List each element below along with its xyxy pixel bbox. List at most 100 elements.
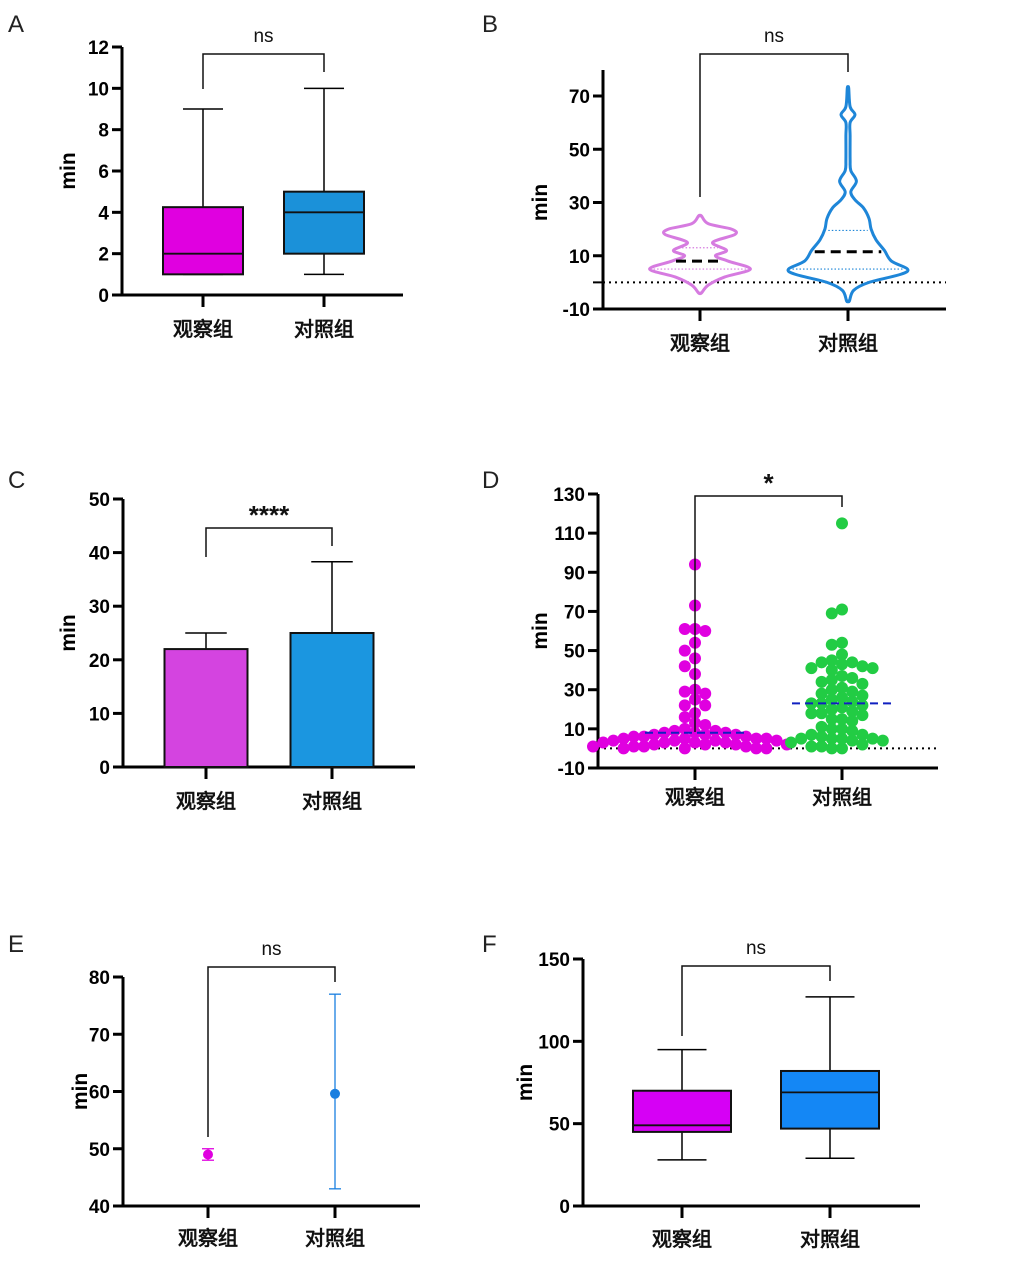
data-point — [805, 707, 818, 720]
significance-bracket: ns — [681, 938, 831, 1036]
data-point — [699, 625, 712, 637]
data-point — [770, 734, 783, 747]
data-point — [836, 742, 848, 755]
y-tick-label: 30 — [89, 597, 110, 618]
data-point — [597, 736, 610, 749]
data-point — [699, 728, 712, 741]
y-tick-label: 4 — [98, 203, 109, 224]
data-point — [825, 722, 838, 735]
data-point — [856, 660, 869, 673]
significance-bracket: ns — [699, 26, 849, 197]
y-tick-label: 70 — [89, 1025, 110, 1046]
x-category-label: 观察组 — [665, 785, 725, 809]
bracket-line — [207, 966, 336, 1137]
data-point — [729, 738, 742, 751]
data-point — [836, 691, 848, 704]
panel-f: F 0 50 100 150 min 观察组 对照组 ns — [482, 931, 920, 1251]
data-point — [699, 738, 712, 751]
data-point — [866, 662, 879, 675]
y-axis-title: min — [57, 152, 80, 189]
panel-label: B — [482, 11, 498, 38]
data-point — [795, 732, 808, 745]
y-tick-label: 10 — [569, 247, 590, 268]
y-tick-label: 150 — [538, 950, 570, 971]
significance-label: ns — [253, 26, 273, 47]
bracket-line — [681, 965, 831, 1036]
data-point — [856, 728, 869, 741]
y-tick-label: 70 — [569, 87, 590, 108]
data-point — [709, 734, 722, 747]
y-tick-label: 40 — [89, 544, 110, 565]
y-tick-label: 0 — [559, 1197, 570, 1218]
y-tick-label: 40 — [89, 1197, 110, 1218]
data-point — [825, 683, 838, 696]
x-category-label: 观察组 — [178, 1226, 238, 1250]
data-point — [627, 730, 640, 743]
bracket-line — [202, 53, 325, 89]
x-category-label: 对照组 — [812, 785, 872, 809]
y-tick-label: 60 — [89, 1083, 110, 1104]
panel-label: E — [8, 931, 24, 958]
x-category-label: 对照组 — [800, 1227, 860, 1251]
data-point — [750, 732, 763, 745]
data-point — [678, 699, 691, 712]
y-tick-label: 130 — [553, 485, 585, 506]
data-point — [836, 603, 848, 616]
data-point — [719, 736, 732, 749]
y-tick-label: 50 — [569, 140, 590, 161]
x-category-label: 对照组 — [818, 331, 878, 355]
data-point — [836, 517, 848, 530]
y-tick-label: -10 — [558, 759, 585, 780]
panel-e: E 40 50 60 70 80 min 观察组 对照组 ns — [8, 931, 420, 1250]
x-category-label: 观察组 — [176, 789, 236, 813]
panel-c: C 0 10 20 30 40 50 min 观察组 对照组 **** — [8, 467, 415, 813]
data-point — [815, 707, 828, 720]
data-point — [846, 671, 859, 684]
panel-a: A 0 2 4 6 8 10 12 min 观察组 对照组 ns — [8, 11, 403, 341]
significance-label: ns — [261, 939, 281, 960]
data-point — [760, 732, 773, 745]
data-point — [678, 711, 691, 724]
data-point — [678, 660, 691, 673]
bar-2 — [289, 560, 375, 768]
dot-series-2 — [785, 517, 892, 755]
significance-bracket: **** — [205, 500, 333, 557]
data-point — [815, 720, 828, 733]
bracket-line — [694, 495, 843, 732]
bar-1 — [163, 632, 249, 769]
y-tick-label: 30 — [569, 194, 590, 215]
panel-label: F — [482, 931, 497, 958]
violin-2 — [786, 85, 910, 304]
data-point — [836, 670, 848, 683]
data-point — [846, 705, 859, 718]
y-axis-title: min — [529, 612, 552, 649]
data-point — [709, 724, 722, 737]
data-point — [825, 638, 838, 651]
significance-bracket: * — [694, 468, 843, 732]
data-point — [805, 728, 818, 741]
y-tick-label: 0 — [99, 758, 110, 779]
data-point — [627, 740, 640, 753]
data-point — [836, 732, 848, 745]
bracket-line — [699, 53, 849, 197]
data-point — [876, 734, 889, 747]
x-category-label: 对照组 — [294, 317, 354, 341]
data-point — [668, 734, 681, 747]
data-point — [846, 734, 859, 747]
x-category-label: 观察组 — [652, 1227, 712, 1251]
panel-d: D -10 10 30 50 70 90 110 130 min 观察组 对照组 * — [482, 467, 938, 809]
x-category-label: 对照组 — [302, 789, 362, 813]
y-axis-title: min — [69, 1073, 92, 1110]
significance-label: ns — [764, 26, 784, 47]
data-point — [846, 685, 859, 698]
data-point — [815, 656, 828, 669]
data-point — [846, 715, 859, 728]
y-axis-title: min — [57, 614, 80, 651]
x-category-label: 对照组 — [305, 1226, 365, 1250]
data-point — [699, 687, 712, 700]
data-point — [678, 644, 691, 657]
data-point — [825, 732, 838, 745]
data-point — [825, 654, 838, 667]
data-point — [760, 742, 773, 755]
